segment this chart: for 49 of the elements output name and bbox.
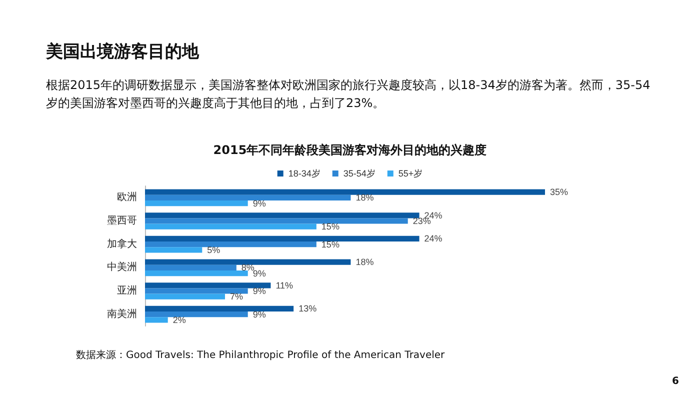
- bar: [145, 282, 271, 288]
- bar: [145, 270, 248, 276]
- bar: [145, 247, 202, 253]
- data-label: 15%: [321, 222, 340, 232]
- bar: [145, 294, 225, 300]
- data-label: 5%: [207, 244, 220, 255]
- source-note: 数据来源：Good Travels: The Philanthropic Profile of the American Traveler: [76, 348, 445, 362]
- legend-label: 35-54岁: [343, 168, 376, 178]
- y-tick-label: 亚洲: [117, 284, 137, 296]
- bar: [145, 259, 351, 265]
- bar: [145, 236, 420, 242]
- data-label: 18%: [356, 257, 374, 268]
- data-label: 9%: [252, 286, 266, 296]
- bar: [145, 200, 248, 206]
- chart-subtitle: 根据2015年的调研数据显示，美国游客整体对欧洲国家的旅行兴趣度较高，以18-34岁的游客为著。然而，35-54岁的美国游客对墨西哥的兴趣度高于其他目的地，占到了23%。: [46, 77, 652, 112]
- y-tick-label: 中美洲: [107, 261, 137, 274]
- data-label: 9%: [252, 309, 266, 320]
- legend-label: 18-34岁: [288, 168, 320, 178]
- bar: [145, 288, 248, 294]
- data-label: 8%: [241, 262, 254, 273]
- bar: [145, 224, 316, 230]
- data-label: 18%: [356, 192, 374, 203]
- data-label: 9%: [252, 268, 266, 278]
- bar: [145, 317, 168, 323]
- bar: [145, 212, 420, 218]
- data-label: 23%: [412, 216, 431, 226]
- y-tick-label: 欧洲: [117, 191, 137, 204]
- bar: [145, 312, 248, 318]
- data-label: 35%: [550, 187, 568, 198]
- data-label: 7%: [230, 292, 244, 302]
- bar: [145, 189, 545, 195]
- data-label: 15%: [321, 239, 340, 250]
- data-label: 2%: [172, 314, 186, 325]
- text: 2015年不同年龄段美国游客对海外目的地的兴趣度: [212, 142, 488, 159]
- y-tick-label: 加拿大: [107, 238, 137, 250]
- data-label: 13%: [298, 304, 317, 314]
- chart-title: 美国出境游客目的地: [46, 41, 199, 63]
- legend-label: 55+岁: [398, 168, 423, 178]
- data-label: 11%: [276, 280, 294, 290]
- data-label: 24%: [424, 234, 442, 244]
- bar: [145, 194, 351, 200]
- bar: [145, 264, 236, 270]
- data-label: 9%: [252, 198, 266, 208]
- y-tick-label: 墨西哥: [107, 216, 137, 226]
- y-tick-label: 南美洲: [107, 308, 137, 320]
- bar: [145, 242, 316, 248]
- bar: [145, 306, 294, 312]
- bar: [145, 218, 408, 224]
- text: 6: [672, 376, 679, 387]
